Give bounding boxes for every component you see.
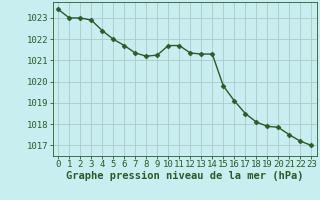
X-axis label: Graphe pression niveau de la mer (hPa): Graphe pression niveau de la mer (hPa) [66,171,304,181]
